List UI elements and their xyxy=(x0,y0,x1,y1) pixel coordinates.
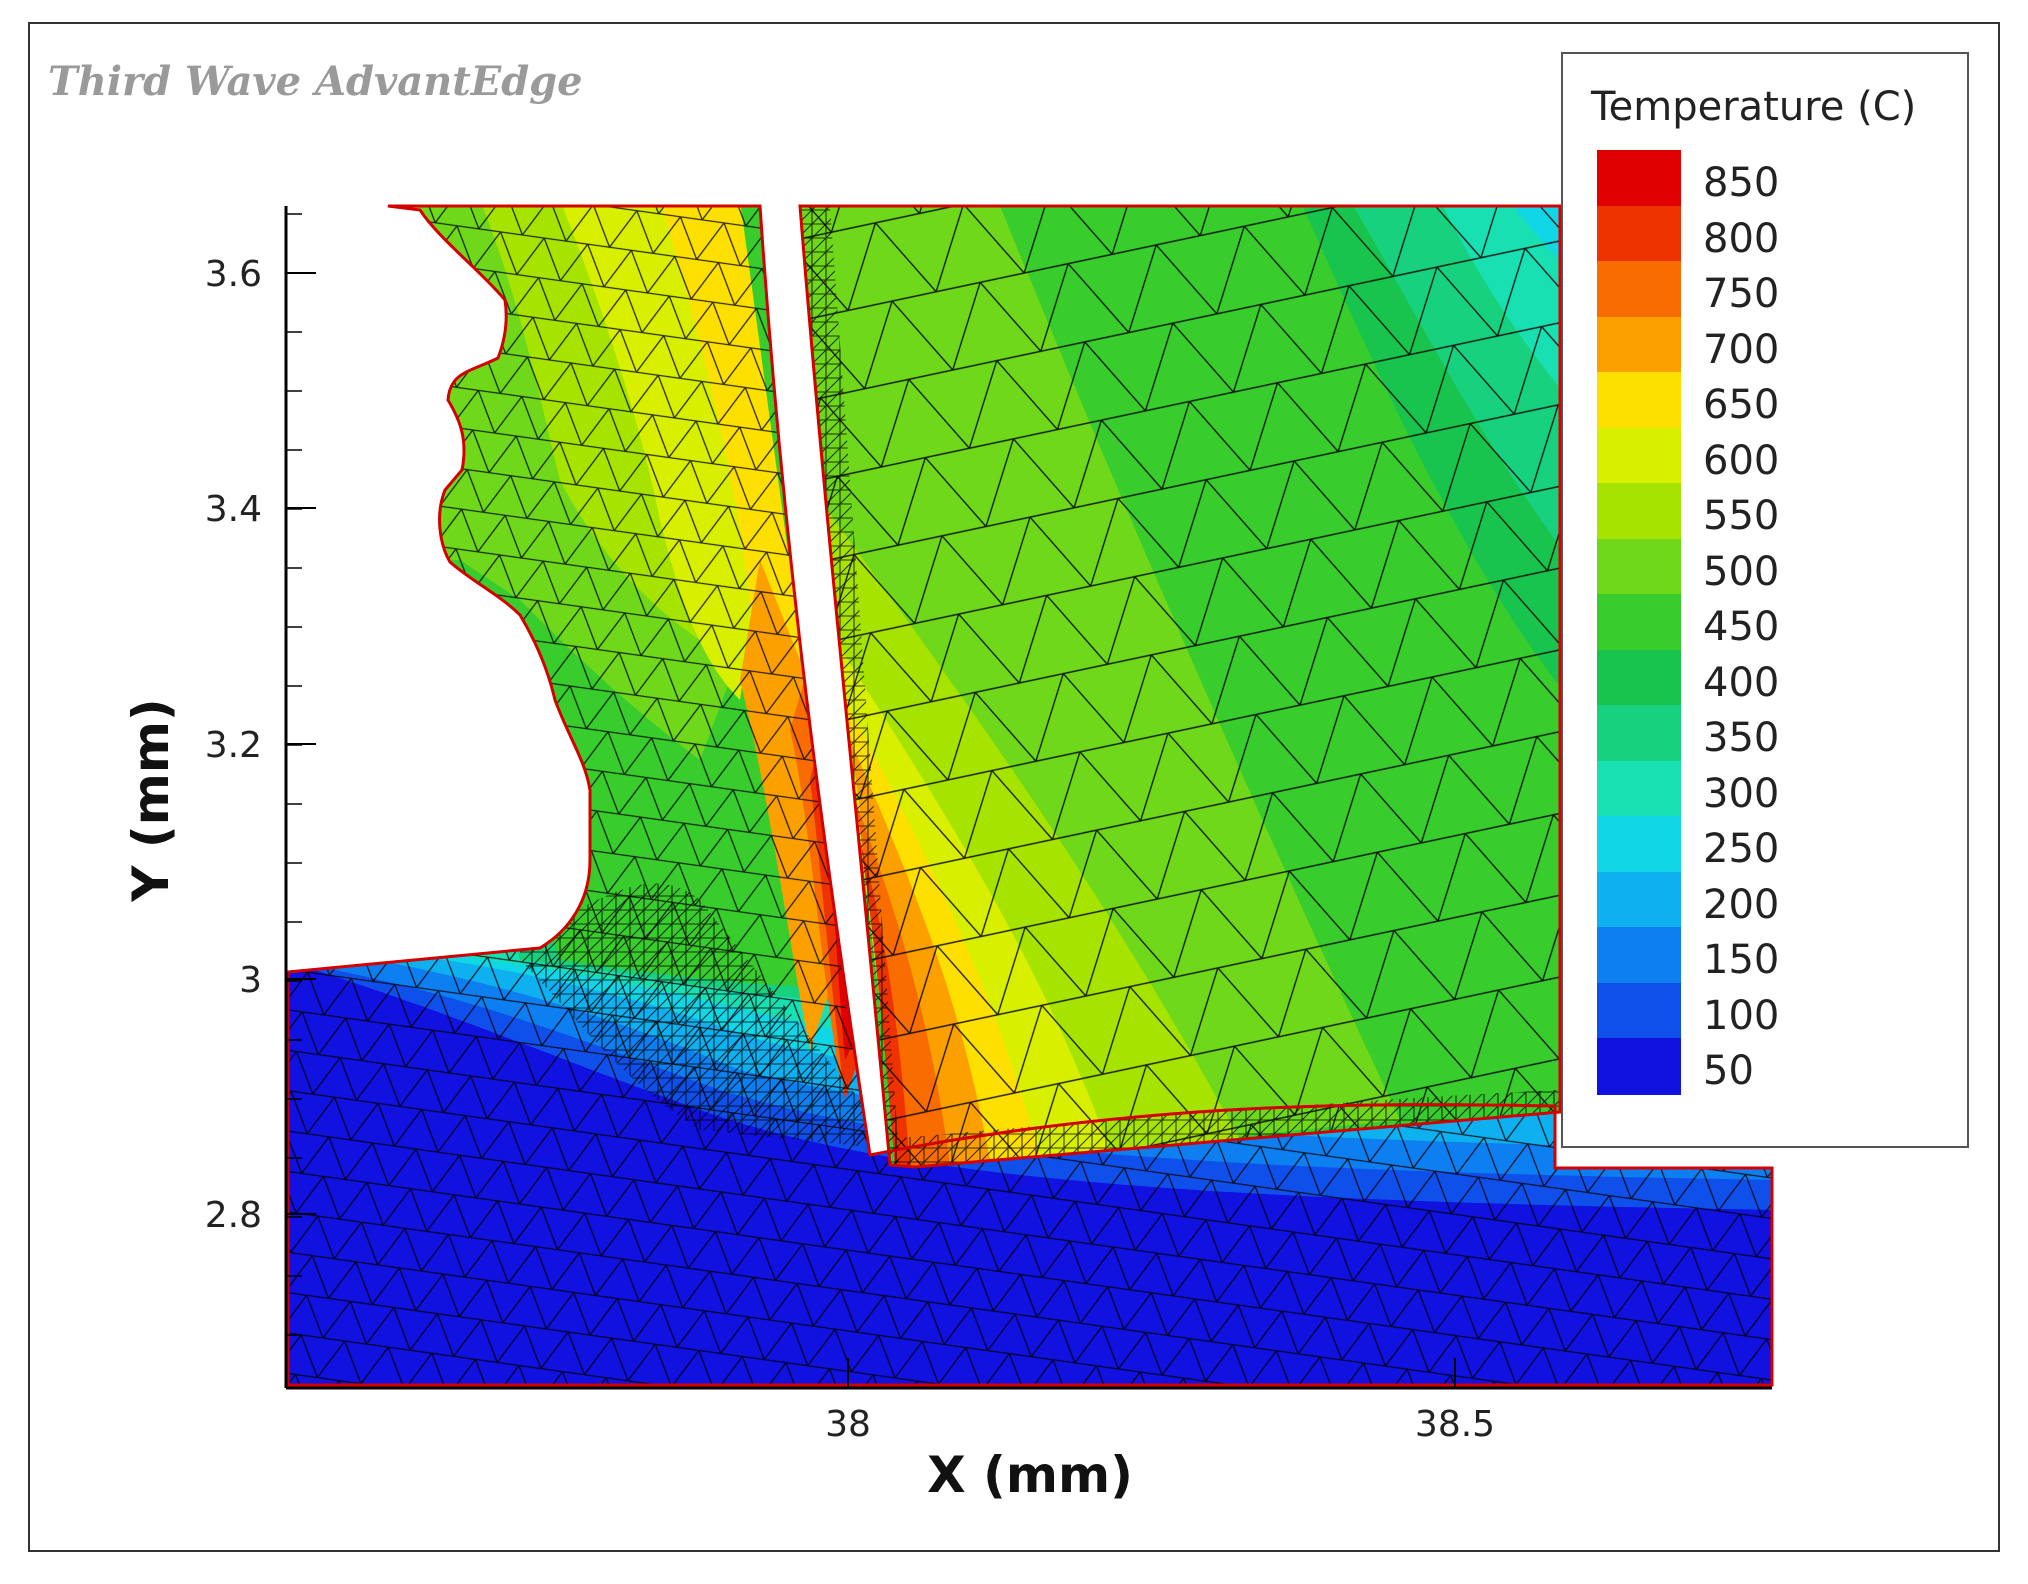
y-tick-label: 3.6 xyxy=(205,254,262,295)
colorbar-swatch xyxy=(1597,982,1681,1039)
colorbar-swatch xyxy=(1597,150,1681,207)
tool-temperature-field xyxy=(800,206,1560,1167)
colorbar-level-label: 750 xyxy=(1703,271,1780,317)
colorbar-swatch xyxy=(1597,760,1681,817)
colorbar-level-label: 150 xyxy=(1703,937,1780,983)
y-tick-label: 3.2 xyxy=(205,725,262,766)
colorbar-swatch xyxy=(1597,705,1681,762)
x-tick-label: 38.5 xyxy=(1415,1404,1495,1445)
colorbar-swatch xyxy=(1597,427,1681,484)
colorbar-level-label: 550 xyxy=(1703,493,1780,539)
x-tick-label: 38 xyxy=(825,1404,871,1445)
y-tick-label: 3.4 xyxy=(205,489,262,530)
colorbar-level-label: 50 xyxy=(1703,1048,1754,1094)
y-tick-label: 2.8 xyxy=(205,1195,262,1236)
colorbar-level-label: 250 xyxy=(1703,826,1780,872)
colorbar-swatch xyxy=(1597,483,1681,540)
colorbar-swatch xyxy=(1597,538,1681,595)
colorbar-level-label: 400 xyxy=(1703,659,1780,706)
colorbar-swatch xyxy=(1597,316,1681,373)
colorbar-level-label: 850 xyxy=(1703,160,1780,206)
legend-title: Temperature (C) xyxy=(1591,84,1917,130)
colorbar-swatch xyxy=(1597,1038,1681,1095)
colorbar-level-label: 350 xyxy=(1703,715,1780,761)
colorbar-swatch xyxy=(1597,871,1681,928)
colorbar-swatch xyxy=(1597,372,1681,429)
colorbar-level-label: 100 xyxy=(1703,992,1780,1039)
colorbar-swatch xyxy=(1597,816,1681,873)
colorbar-level-label: 450 xyxy=(1703,604,1780,650)
colorbar-level-label: 200 xyxy=(1703,881,1780,928)
colorbar-swatch xyxy=(1597,594,1681,651)
colorbar-swatch xyxy=(1597,649,1681,706)
colorbar-legend: Temperature (C) 850 800 750 700 650 600 550 500… xyxy=(1561,52,1969,1148)
y-axis-minor-ticks xyxy=(286,213,302,1336)
colorbar-swatch xyxy=(1597,261,1681,318)
colorbar-swatch xyxy=(1597,927,1681,984)
colorbar-level-label: 650 xyxy=(1703,382,1780,428)
colorbar-level-label: 500 xyxy=(1703,548,1780,595)
watermark-text: Third Wave AdvantEdge xyxy=(48,58,583,105)
y-axis-title: Y (mm) xyxy=(122,698,180,903)
colorbar-level-label: 700 xyxy=(1703,326,1780,373)
y-tick-label: 3 xyxy=(239,960,262,1001)
colorbar-swatch xyxy=(1597,205,1681,262)
colorbar-level-label: 300 xyxy=(1703,770,1780,817)
x-axis-title: X (mm) xyxy=(927,1446,1133,1504)
colorbar-level-label: 800 xyxy=(1703,215,1780,262)
colorbar-level-label: 600 xyxy=(1703,437,1780,484)
